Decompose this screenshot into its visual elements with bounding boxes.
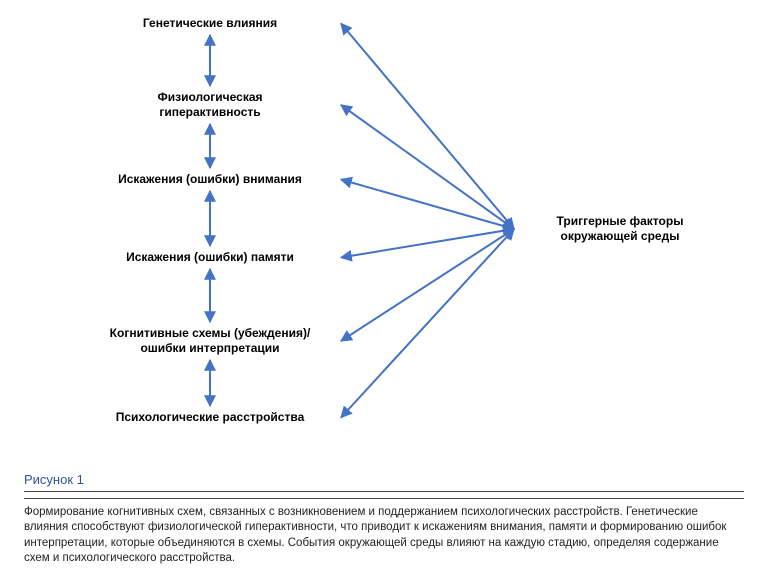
arrow-attention-triggers [341,180,514,230]
arrow-memory-triggers [341,229,514,258]
node-schemas: Когнитивные схемы (убеждения)/ошибки инт… [85,326,335,356]
figure-page: Генетические влияния Физиологическаягипер… [0,0,768,575]
figure-label: Рисунок 1 [24,472,744,492]
figure-caption: Формирование когнитивных схем, связанных… [24,505,744,567]
node-physio: Физиологическаягиперактивность [85,90,335,120]
node-memory: Искажения (ошибки) памяти [85,250,335,265]
arrow-genetic-triggers [341,24,514,230]
diagram-canvas: Генетические влияния Физиологическаягипер… [0,0,768,470]
node-disorders: Психологические расстройства [85,410,335,425]
node-genetic: Генетические влияния [85,16,335,31]
caption-area: Рисунок 1 Формирование когнитивных схем,… [24,472,744,567]
node-attention: Искажения (ошибки) внимания [85,172,335,187]
arrow-schemas-triggers [341,229,514,341]
node-triggers: Триггерные факторы окружающей среды [520,214,720,244]
arrow-physio-triggers [341,105,514,229]
arrow-disorders-triggers [341,229,514,418]
caption-separator [24,498,744,499]
